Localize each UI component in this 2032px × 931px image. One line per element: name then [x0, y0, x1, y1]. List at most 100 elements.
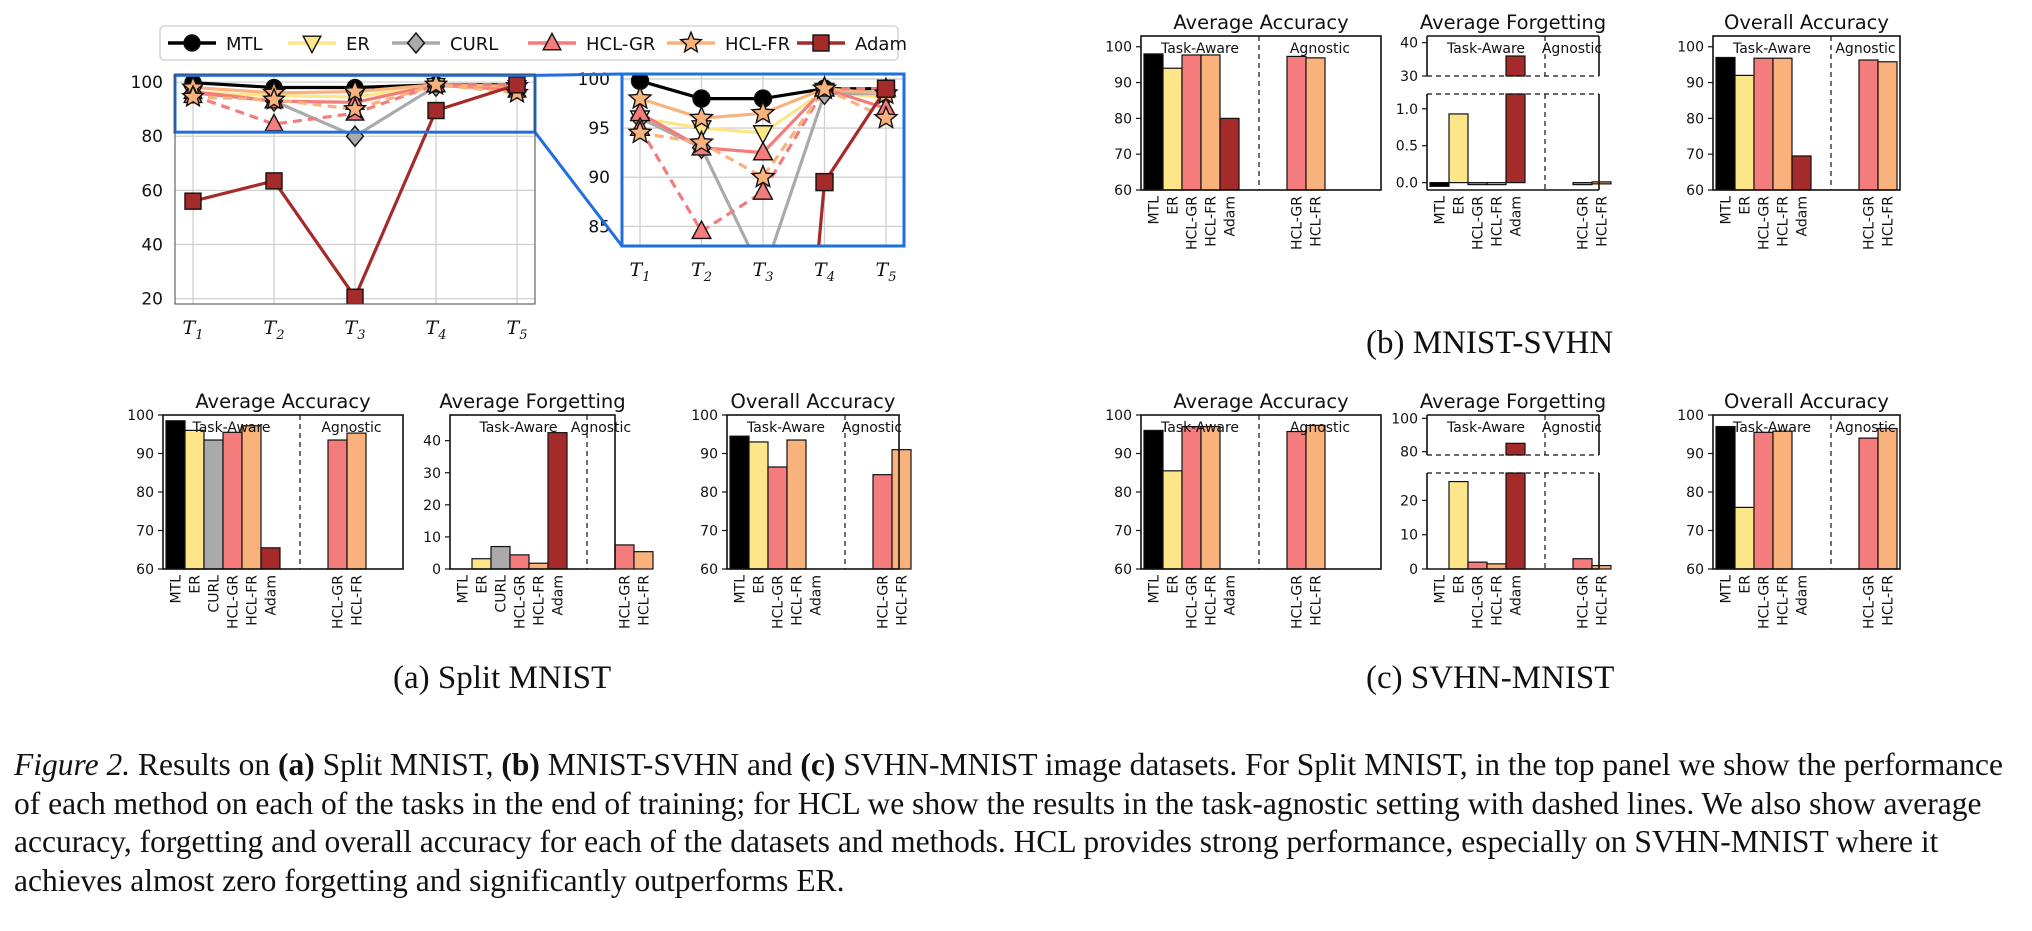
bar-hcl-fr	[1305, 57, 1326, 191]
bar-chart-split-mnist-avg-forg: Average Forgetting 0 10 20 30 40 Task-Aware Agn…	[423, 390, 654, 629]
tick-subscript: 3	[357, 328, 365, 343]
bar-hcl-gr	[1286, 430, 1307, 570]
data-point-hcl-fr	[627, 85, 653, 110]
data-point-hcl-fr	[873, 104, 899, 130]
tick-letter: T	[264, 317, 278, 339]
tick-subscript: 1	[642, 270, 650, 285]
x-tick-label-adam: Adam	[1795, 575, 1811, 615]
x-tick-label-adam: Adam	[809, 575, 825, 615]
bar-hcl-fr	[346, 432, 367, 570]
y-tick-label: 95	[588, 119, 610, 139]
y-tick-label: 0.5	[1396, 139, 1418, 155]
bar-hcl-fr	[528, 562, 549, 570]
bar-curl	[490, 545, 511, 570]
bar-er	[471, 558, 492, 570]
chart-frame	[449, 414, 616, 570]
bar-mtl	[1715, 425, 1736, 570]
x-tick-label-hcl-fr: HCL-FR	[1204, 196, 1220, 247]
caption-bold-a: (a)	[277, 747, 315, 782]
x-tick-label: T4	[814, 259, 835, 285]
group-label-task-aware: Task-Aware	[1446, 420, 1525, 436]
y-tick-label: 80	[141, 127, 163, 147]
legend-label-adam: Adam	[855, 34, 907, 55]
y-tick-label: 60	[700, 562, 718, 578]
x-tick-label-adam: Adam	[1509, 196, 1525, 236]
tick-subscript: 1	[195, 328, 203, 343]
zoom-connector-bottom	[533, 131, 624, 247]
tick-letter: T	[753, 259, 767, 281]
tick-subscript: 3	[765, 270, 773, 285]
y-tick-label: 100	[1105, 40, 1132, 56]
x-tick-label-hcl-gr: HCL-GR	[513, 575, 529, 629]
y-tick-label: 80	[1686, 111, 1704, 127]
y-tick-label: 60	[1686, 562, 1704, 578]
bar-chart-split-mnist-overall-acc: Overall Accuracy 60 70 80 90 100 Task-Aware Agn…	[691, 390, 912, 629]
x-tick-label: T1	[630, 259, 651, 285]
bar-er	[184, 429, 205, 570]
data-point-adam	[427, 101, 445, 120]
main-frame	[174, 73, 536, 305]
x-tick-label-hcl-fr: HCL-FR	[895, 575, 911, 626]
bar-adam	[1219, 117, 1240, 191]
tick-letter: T	[345, 317, 359, 339]
data-point-hcl-fr	[750, 99, 776, 125]
x-tick-label-mtl: MTL	[1433, 575, 1449, 604]
y-tick-label: 100	[131, 73, 163, 93]
x-tick-label-hcl-fr: HCL-FR	[637, 575, 653, 626]
bar-lower-er	[1448, 480, 1469, 570]
data-point-mtl	[692, 89, 711, 108]
chart-title: Average Forgetting	[1420, 11, 1606, 34]
y-tick-label: 60	[141, 181, 163, 201]
bar-upper-adam	[1505, 55, 1526, 77]
tick-subscript: 2	[275, 328, 284, 343]
x-tick-label: T2	[264, 317, 285, 343]
x-tick-label-adam: Adam	[1795, 196, 1811, 236]
zoom-frame	[620, 72, 906, 248]
bar-chart-svhn-mnist-overall-acc: Overall Accuracy 60 70 80 90 100 Task-Aware Agn…	[1677, 390, 1901, 629]
y-tick-label: 80	[700, 485, 718, 501]
bar-hcl-gr	[1286, 55, 1307, 191]
tick-subscript: 4	[437, 328, 446, 343]
group-label-task-aware: Task-Aware	[1732, 41, 1811, 57]
bar-hcl-fr	[633, 551, 654, 570]
tick-letter: T	[630, 259, 644, 281]
y-tick-label: 60	[1114, 562, 1132, 578]
x-tick-label-er: ER	[752, 575, 768, 594]
x-tick-label-hcl-gr: HCL-GR	[771, 575, 787, 629]
y-tick-label: 70	[136, 524, 154, 540]
data-point-adam	[876, 79, 896, 98]
data-point-adam	[815, 172, 834, 192]
x-tick-label: T3	[753, 259, 774, 285]
x-tick-label-hcl-fr: HCL-FR	[1204, 575, 1220, 626]
data-point-adam	[265, 172, 283, 190]
x-tick-label: T2	[691, 259, 712, 285]
bar-lower-mtl	[1429, 182, 1450, 187]
bar-hcl-fr	[1772, 430, 1793, 570]
y-tick-label: 70	[1114, 524, 1132, 540]
tick-letter: T	[426, 317, 440, 339]
bar-hcl-gr	[614, 544, 635, 570]
bar-lower-adam	[1505, 93, 1526, 184]
bar-hcl-fr	[891, 449, 912, 570]
y-tick-label: 1.0	[1396, 102, 1418, 118]
bar-mtl	[165, 420, 186, 570]
x-tick-label-er: ER	[1452, 196, 1468, 215]
x-tick-label-er: ER	[1738, 575, 1754, 594]
bar-hcl-gr	[872, 474, 893, 570]
x-tick-label-adam: Adam	[1223, 575, 1239, 615]
series-line-hcl-fr-agnostic	[639, 87, 887, 179]
zoom-connector-top	[534, 72, 623, 77]
group-label-task-aware: Task-Aware	[746, 420, 825, 436]
y-tick-label: 0.0	[1396, 176, 1418, 192]
bar-hcl-fr	[786, 439, 807, 570]
tick-letter: T	[876, 259, 890, 281]
x-tick-label-mtl: MTL	[1719, 575, 1735, 604]
x-tick-label-er: ER	[1166, 575, 1182, 594]
x-tick-label: T5	[507, 317, 528, 343]
group-label-agnostic: Agnostic	[1835, 41, 1895, 57]
x-tick-label-adam: Adam	[1509, 575, 1525, 615]
bar-lower-hcl-gr	[1572, 182, 1593, 186]
y-tick-label: 40	[141, 235, 163, 255]
